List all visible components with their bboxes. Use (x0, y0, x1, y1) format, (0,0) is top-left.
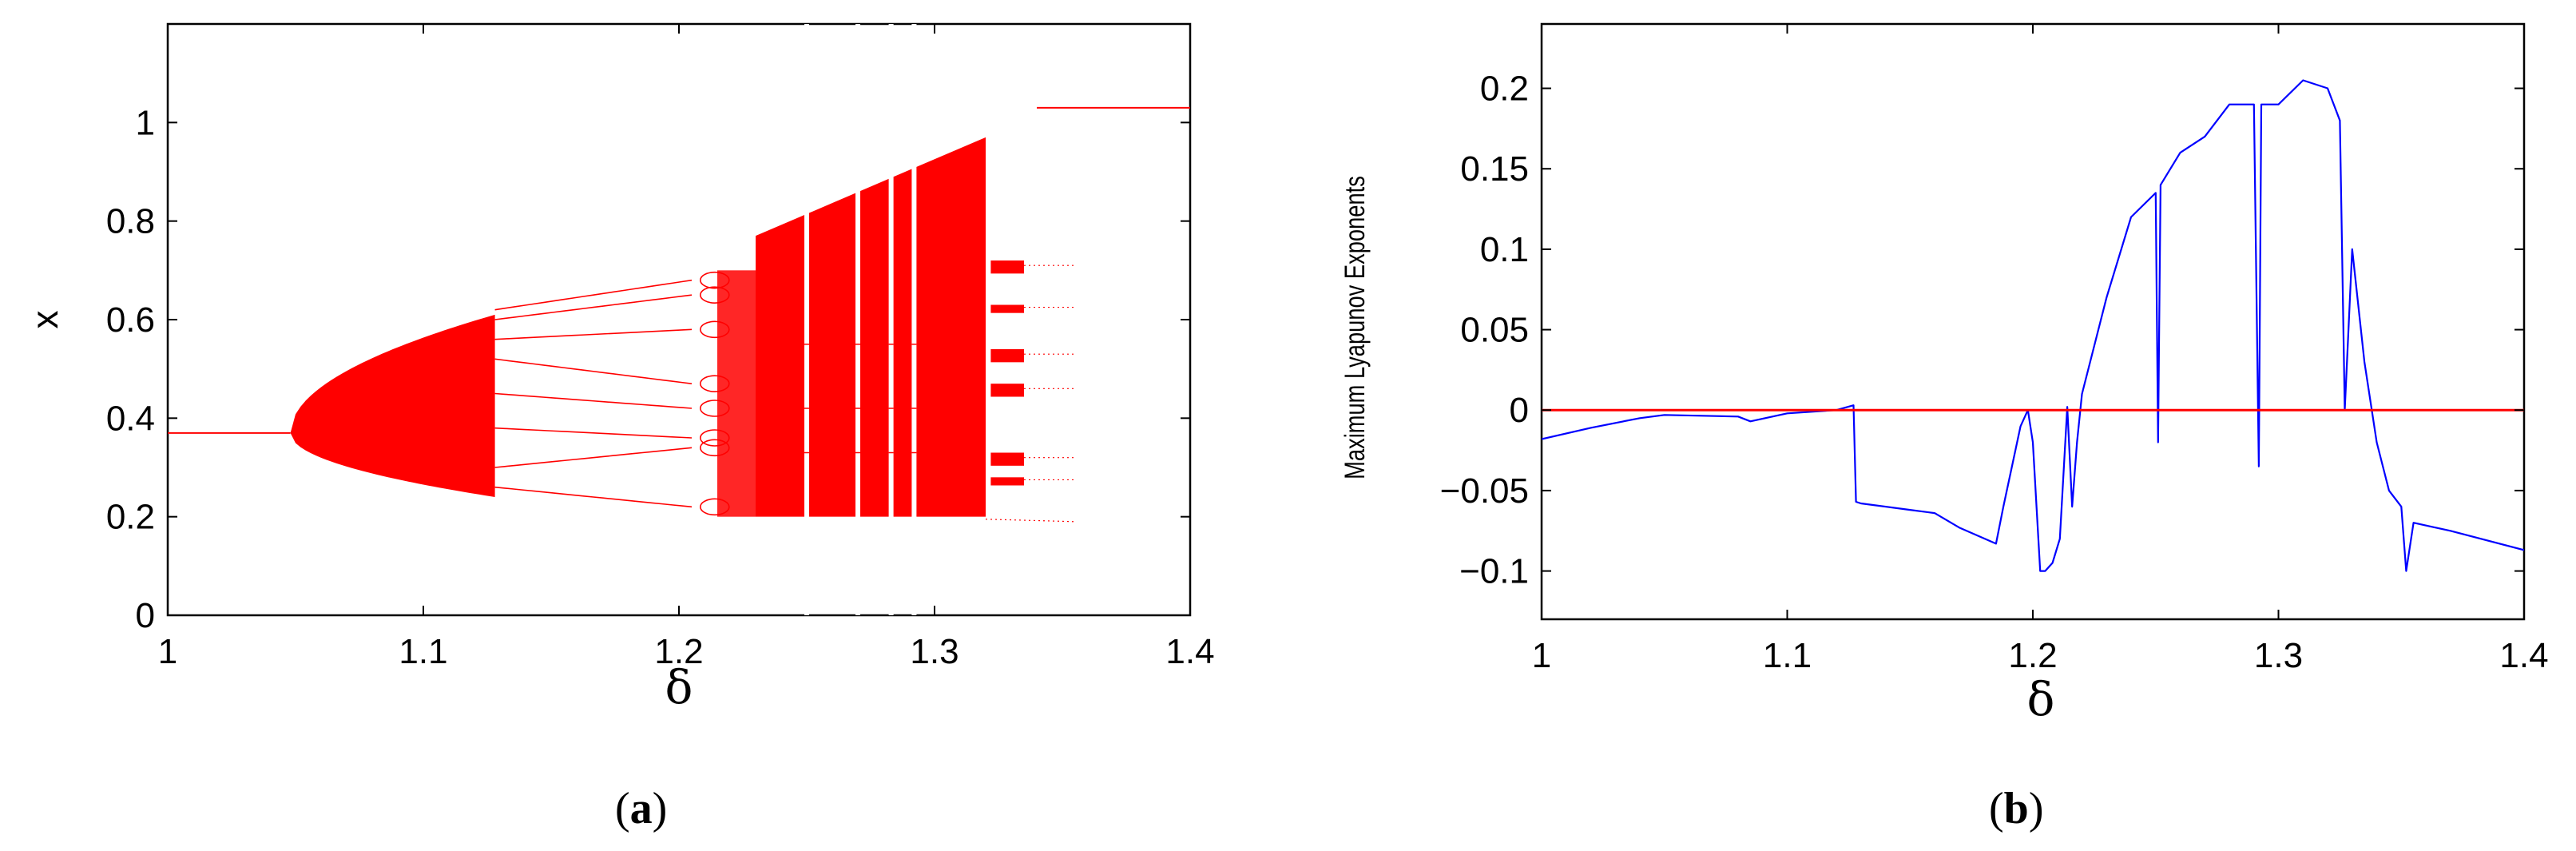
bifurcation-panel: 1 1.1 1.2 1.3 1.4 0 0.2 0.4 0.6 0.8 1 δ x (a) (24, 22, 1215, 833)
plot-area-b (1540, 22, 2526, 621)
x-ticks-b: 1 1.1 1.2 1.3 1.4 (1532, 24, 2549, 675)
y-tick-label: 0.2 (1480, 70, 1529, 109)
periodic-branch (494, 392, 693, 409)
y-ticks-a: 0 0.2 0.4 0.6 0.8 1 (106, 103, 1190, 635)
y-tick-label: 0.4 (106, 399, 155, 438)
x-tick-label: 1 (158, 632, 177, 671)
periodic-window-gap (911, 24, 917, 615)
periodic-window-gap (888, 24, 894, 615)
x-axis-label-a: δ (665, 660, 693, 714)
periodic-window-gap (804, 24, 809, 615)
sparse-cluster (990, 384, 1024, 397)
sparse-dots (985, 519, 1076, 523)
y-axis-label-a: x (24, 311, 65, 329)
y-tick-label: 0 (1510, 391, 1529, 430)
sparse-cluster (990, 452, 1024, 466)
periodic-branch (494, 486, 693, 508)
x-axis-label-b: δ (2027, 672, 2055, 726)
x-tick-label: 1.4 (2499, 636, 2548, 675)
y-tick-label: 0.1 (1480, 230, 1529, 269)
x-tick-label: 1.1 (1763, 636, 1812, 675)
periodic-branch (494, 427, 693, 439)
y-axis-label-b: Maximum Lyapunov Exponents (1340, 176, 1371, 479)
y-tick-label: 0.15 (1460, 149, 1529, 189)
periodic-branch (494, 294, 693, 320)
x-ticks-a: 1 1.1 1.2 1.3 1.4 (158, 24, 1215, 671)
sparse-cluster (990, 349, 1024, 363)
lyapunov-exponent-line (1542, 79, 2524, 572)
chaotic-band-2 (717, 270, 756, 517)
plot-area-a (166, 22, 1192, 617)
caption-a: (a) (615, 784, 667, 833)
y-tick-label: 0 (136, 596, 155, 635)
caption-b: (b) (1989, 784, 2043, 833)
periodic-branch (494, 279, 693, 311)
y-tick-label: 0.05 (1460, 311, 1529, 350)
x-tick-label: 1.4 (1165, 632, 1214, 671)
x-tick-label: 1.3 (2254, 636, 2303, 675)
y-tick-label: −0.1 (1459, 552, 1529, 591)
chaotic-band-1 (290, 314, 495, 497)
sparse-cluster (990, 260, 1024, 274)
lyapunov-panel: 1 1.1 1.2 1.3 1.4 −0.1 −0.05 0 0.05 0.1 0.15 0.2 δ… (1340, 22, 2549, 833)
x-tick-label: 1.1 (399, 632, 447, 671)
periodic-branch (494, 447, 693, 468)
y-tick-label: −0.05 (1440, 471, 1529, 511)
periodic-branch (494, 358, 693, 384)
y-ticks-b: −0.1 −0.05 0 0.05 0.1 0.15 0.2 (1440, 70, 2524, 591)
y-tick-label: 0.6 (106, 300, 155, 340)
lyapunov-marks (1542, 79, 2524, 572)
periodic-window-gap (855, 24, 860, 615)
x-tick-label: 1.2 (2008, 636, 2057, 675)
x-tick-label: 1.2 (654, 632, 703, 671)
sparse-cluster (990, 477, 1024, 486)
periodic-branch (494, 328, 693, 340)
chaotic-band-3 (756, 137, 986, 517)
y-tick-label: 0.2 (106, 498, 155, 537)
x-tick-label: 1 (1532, 636, 1551, 675)
bifurcation-marks (168, 24, 1190, 615)
sparse-cluster (990, 304, 1024, 313)
y-tick-label: 0.8 (106, 202, 155, 241)
y-tick-label: 1 (136, 103, 155, 142)
x-tick-label: 1.3 (910, 632, 959, 671)
